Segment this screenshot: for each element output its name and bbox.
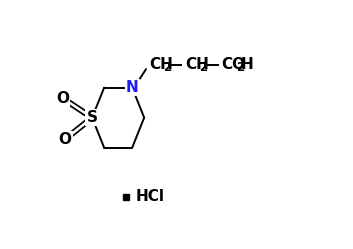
Text: O: O [59, 132, 72, 147]
Text: CH: CH [149, 57, 173, 72]
Text: CO: CO [221, 57, 246, 72]
Text: O: O [56, 91, 70, 106]
Text: 2: 2 [199, 61, 208, 74]
Text: H: H [240, 57, 253, 72]
Text: 2: 2 [163, 61, 172, 74]
Text: S: S [86, 110, 98, 125]
Text: N: N [126, 80, 138, 95]
Text: HCl: HCl [136, 189, 165, 204]
Text: CH: CH [185, 57, 209, 72]
Text: 2: 2 [236, 61, 244, 74]
